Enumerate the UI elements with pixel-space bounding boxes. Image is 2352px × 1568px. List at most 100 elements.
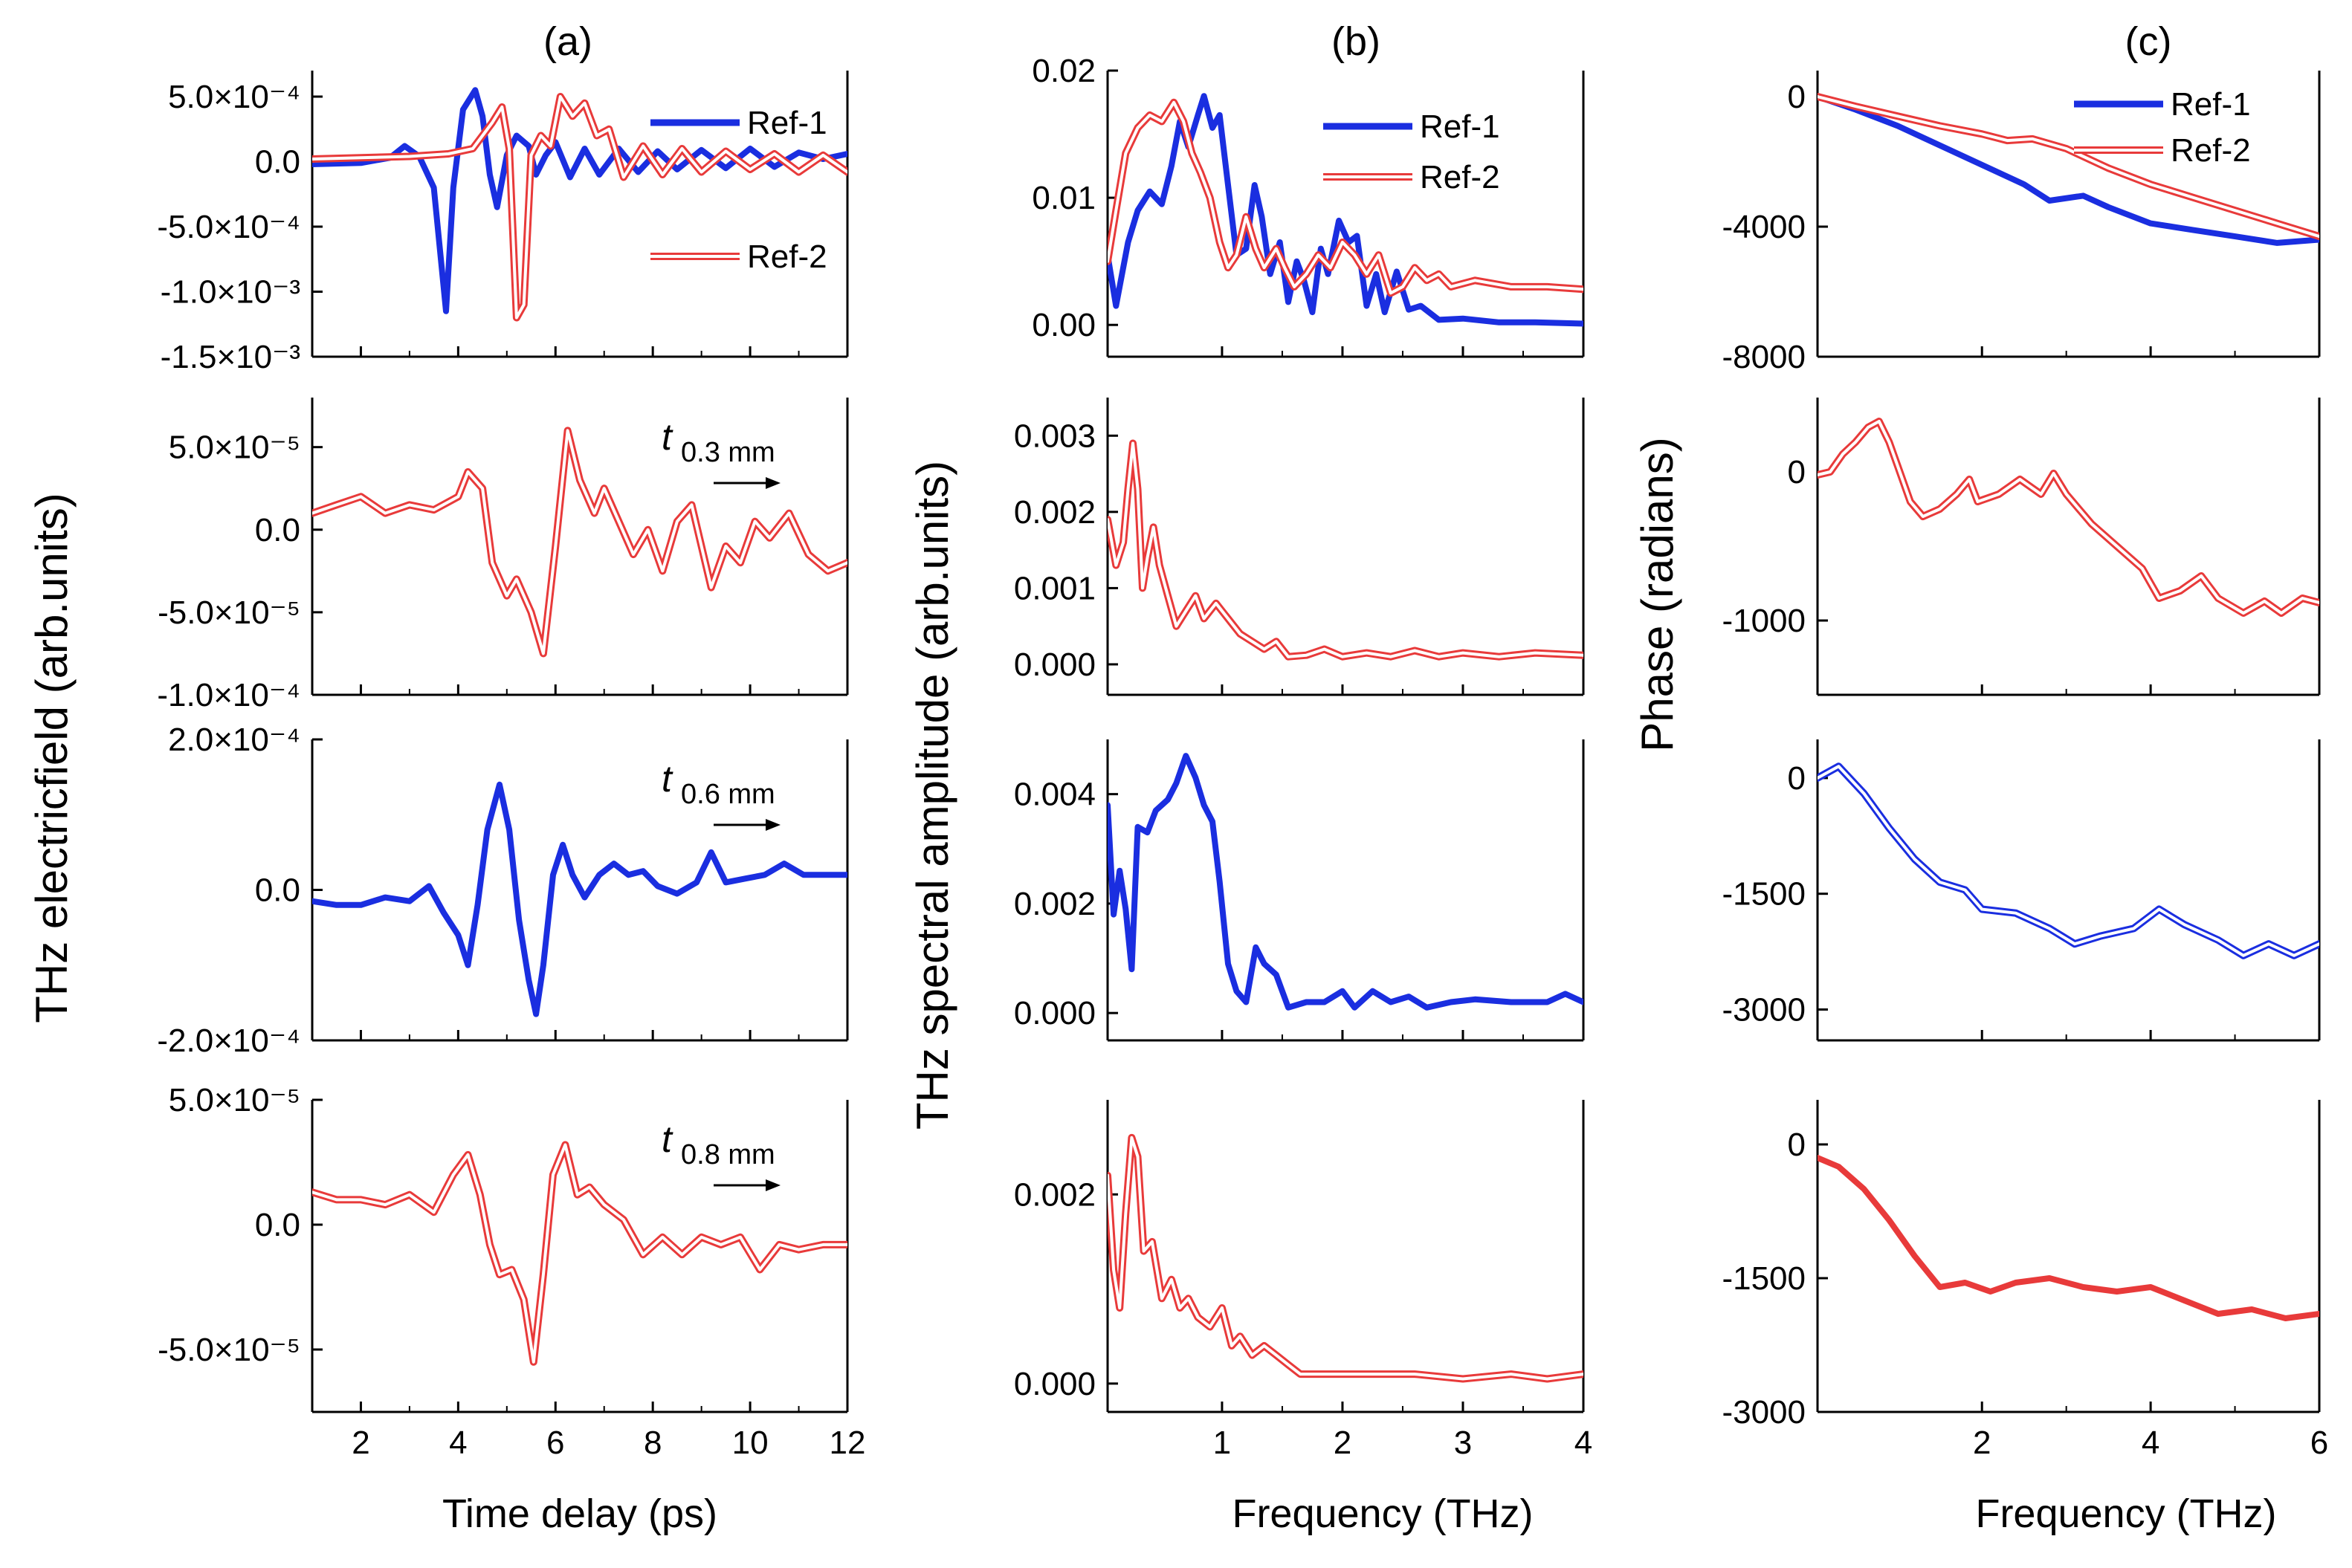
y-tick-label: 0.001 — [1014, 570, 1096, 606]
x-tick-label: 8 — [644, 1425, 662, 1461]
series-group — [1108, 93, 1583, 327]
y-tick-label: 5.0×10⁻⁵ — [169, 1082, 300, 1118]
series-group — [1818, 93, 2319, 246]
series-line-inner — [1818, 420, 2319, 615]
x-tick-label: 2 — [352, 1425, 369, 1461]
legend-label-ref-2: Ref-2 — [1420, 159, 1500, 195]
series-group — [312, 427, 847, 658]
series-group — [312, 781, 847, 1017]
y-axis-label-b: THz spectral amplitude (arb.units) — [908, 461, 957, 1130]
chart-b1: 0.02 0.01 0.00 Ref-1 Ref-2 — [1032, 53, 1585, 358]
x-tick-label: 2 — [1973, 1425, 1991, 1461]
y-tick-label: -1500 — [1722, 876, 1806, 913]
chart-c3: 0 -1500 -3000 — [1722, 739, 2321, 1042]
y-tick-label: 0.01 — [1032, 180, 1096, 216]
y-tick-label: 0 — [1788, 760, 1806, 797]
series-group — [1818, 762, 2319, 959]
y-tick-label: 0.003 — [1014, 418, 1096, 454]
series-line-inner — [312, 429, 847, 655]
y-tick-label: 0.002 — [1014, 494, 1096, 531]
x-axis-label-b: Frequency (THz) — [1232, 1491, 1533, 1536]
y-tick-label: 5.0×10⁻⁴ — [168, 79, 300, 115]
chart-c1: 0 -4000 -8000 Ref-1 Ref-2 — [1722, 71, 2321, 375]
series-group — [312, 87, 847, 322]
y-tick-label: -2.0×10⁻⁴ — [157, 1023, 300, 1059]
arrow-head-icon — [766, 1179, 781, 1191]
y-tick-label: 0.002 — [1014, 1176, 1096, 1213]
y-tick-label: -1.0×10⁻³ — [161, 274, 300, 311]
chart-b3: 0.004 0.002 0.000 — [1014, 739, 1585, 1042]
series-line-t-0.8-mm — [1818, 1155, 2319, 1321]
y-tick-label: -1500 — [1722, 1260, 1806, 1297]
legend-label-ref-1: Ref-1 — [1420, 108, 1500, 145]
y-tick-label: -8000 — [1722, 339, 1806, 375]
y-tick-label: -3000 — [1722, 1394, 1806, 1431]
y-tick-label: -1.5×10⁻³ — [161, 339, 300, 375]
y-tick-label: 0.000 — [1014, 995, 1096, 1031]
series-group — [312, 1141, 847, 1366]
y-tick-label: 0.0 — [255, 512, 300, 548]
y-axis-label-a: THz electricfield (arb.units) — [27, 493, 77, 1023]
legend-label-ref-2: Ref-2 — [747, 239, 827, 275]
series-line-t-0.6-mm — [1108, 753, 1583, 1011]
y-tick-label: -1.0×10⁻⁴ — [157, 677, 300, 713]
x-tick-label: 4 — [1574, 1425, 1592, 1461]
chart-a1: 5.0×10⁻⁴ 0.0 -5.0×10⁻⁴ -1.0×10⁻³ -1.5×10⁻³ Re… — [157, 71, 849, 375]
thickness-annotation-subscript: 0.3 mm — [681, 437, 775, 468]
y-tick-label: 5.0×10⁻⁵ — [169, 430, 300, 466]
y-tick-label: 0.000 — [1014, 1366, 1096, 1402]
x-tick-label: 4 — [449, 1425, 467, 1461]
chart-c2: 0 -1000 — [1722, 398, 2321, 696]
x-tick-label: 6 — [546, 1425, 564, 1461]
panel-title-a: (a) — [543, 19, 592, 64]
x-tick-label: 2 — [1334, 1425, 1351, 1461]
y-tick-label: -5.0×10⁻⁵ — [158, 595, 300, 631]
series-line-t-0.6-mm — [312, 781, 847, 1017]
y-tick-label: -3000 — [1722, 991, 1806, 1028]
x-tick-label: 1 — [1213, 1425, 1231, 1461]
thickness-annotation: t — [662, 416, 673, 458]
series-group — [1108, 439, 1583, 661]
y-tick-label: 0.000 — [1014, 647, 1096, 683]
y-tick-label: 0.004 — [1014, 777, 1096, 813]
y-tick-label: 0.00 — [1032, 307, 1096, 343]
chart-c4: 0 -1500 -3000 2 4 6 — [1722, 1100, 2328, 1461]
series-group — [1108, 1133, 1583, 1383]
thickness-annotation: t — [662, 1118, 673, 1160]
y-tick-label: 0.002 — [1014, 886, 1096, 922]
chart-b4: 0.002 0.000 1 2 3 4 — [1014, 1100, 1592, 1461]
series-line-inner — [1108, 100, 1583, 295]
chart-a3: 2.0×10⁻⁴ 0.0 -2.0×10⁻⁴ t 0.6 mm — [157, 722, 849, 1059]
series-line-inner — [1108, 441, 1583, 658]
y-tick-label: 0 — [1788, 454, 1806, 490]
x-tick-label: 3 — [1454, 1425, 1472, 1461]
x-tick-label: 12 — [830, 1425, 866, 1461]
series-line-inner — [1818, 765, 2319, 957]
y-tick-label: 0.0 — [255, 872, 300, 909]
series-group — [1108, 753, 1583, 1011]
panel-title-b: (b) — [1331, 19, 1380, 64]
arrow-head-icon — [766, 477, 781, 489]
chart-a4: 5.0×10⁻⁵ 0.0 -5.0×10⁻⁵ 2 4 6 8 10 12 t 0.8 mm — [158, 1082, 865, 1461]
legend-label-ref-2: Ref-2 — [2171, 132, 2251, 169]
series-line-ref-1 — [1818, 94, 2319, 246]
y-tick-label: -5.0×10⁻⁴ — [157, 209, 300, 245]
series-line-inner — [1818, 95, 2319, 239]
x-axis-label-c: Frequency (THz) — [1975, 1491, 2276, 1536]
thickness-annotation-subscript: 0.8 mm — [681, 1139, 775, 1170]
x-tick-label: 4 — [2142, 1425, 2159, 1461]
y-tick-label: -1000 — [1722, 603, 1806, 639]
chart-b2: 0.003 0.002 0.001 0.000 — [1014, 398, 1585, 696]
y-tick-label: 0.02 — [1032, 53, 1096, 89]
chart-a2: 5.0×10⁻⁵ 0.0 -5.0×10⁻⁵ -1.0×10⁻⁴ t 0.3 mm — [157, 398, 849, 713]
plot-area: 5.0×10⁻⁴ 0.0 -5.0×10⁻⁴ -1.0×10⁻³ -1.5×10⁻³ Re… — [157, 53, 2328, 1461]
arrow-head-icon — [766, 819, 781, 831]
x-tick-label: 6 — [2310, 1425, 2328, 1461]
legend-label-ref-1: Ref-1 — [747, 105, 827, 141]
series-line-inner — [312, 95, 847, 320]
x-axis-label-a: Time delay (ps) — [442, 1491, 717, 1536]
panel-title-c: (c) — [2125, 19, 2172, 64]
thickness-annotation-subscript: 0.6 mm — [681, 779, 775, 810]
y-tick-label: 0.0 — [255, 144, 300, 181]
